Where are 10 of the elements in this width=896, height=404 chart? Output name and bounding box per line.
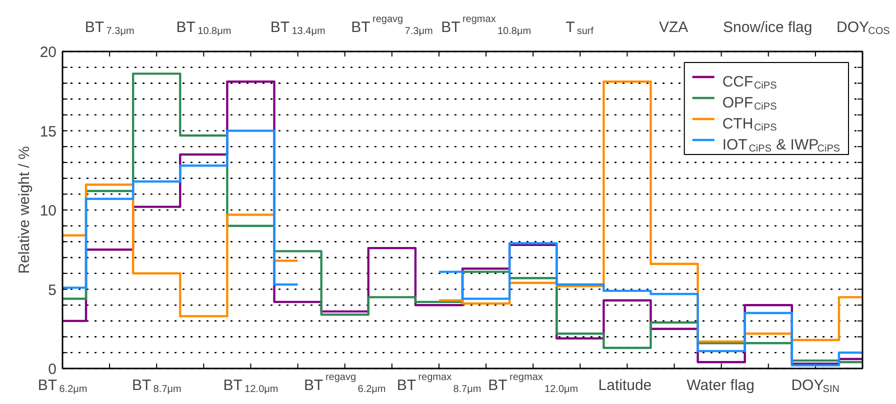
- x-tick-label: Snow/ice flag: [723, 19, 812, 36]
- x-tick-label: Water flag: [686, 377, 754, 394]
- y-tick-label: 20: [40, 44, 57, 61]
- y-tick-label: 10: [40, 202, 57, 220]
- y-tick-label: 5: [48, 282, 56, 299]
- y-axis-title: Relative weight / %: [16, 146, 33, 274]
- x-tick-label: Latitude: [598, 377, 652, 394]
- x-tick-label: VZA: [658, 19, 688, 36]
- y-tick-label: 0: [48, 361, 56, 378]
- y-tick-label: 15: [40, 123, 57, 140]
